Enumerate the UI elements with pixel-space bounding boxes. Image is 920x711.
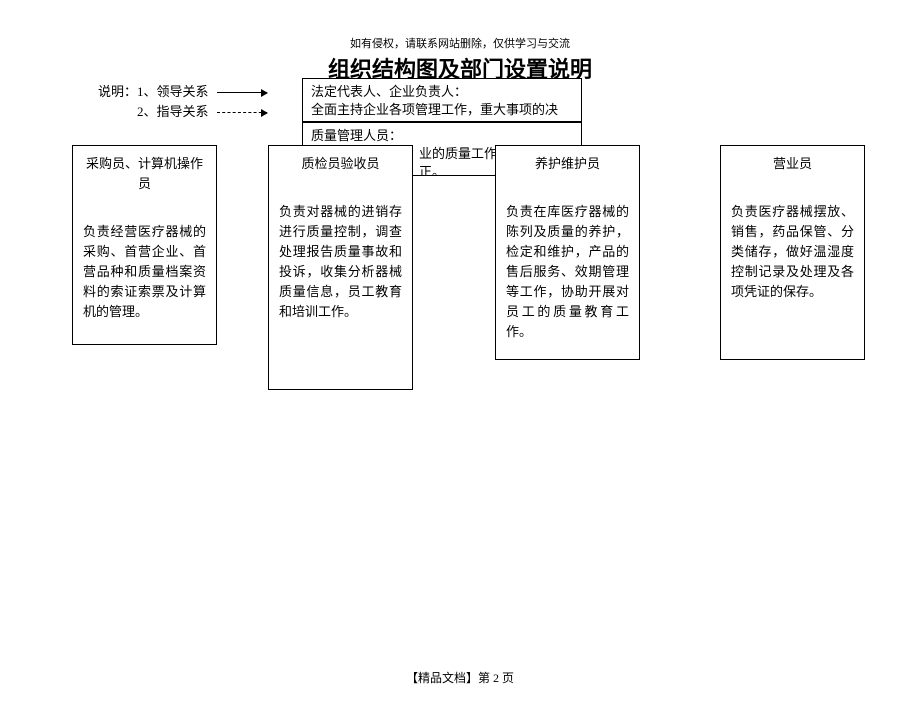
page-footer: 【精品文档】第 2 页 bbox=[0, 669, 920, 686]
footer-label: 【精品文档】第 bbox=[406, 671, 490, 685]
role-title-3: 养护维护员 bbox=[506, 154, 629, 174]
role-box-inspector: 质检员验收员 负责对器械的进销存进行质量控制，调查处理报告质量事故和投诉，收集分… bbox=[268, 145, 413, 390]
quality-line1: 质量管理人员： bbox=[311, 127, 573, 145]
role-box-maintenance: 养护维护员 负责在库医疗器械的陈列及质量的养护，检定和维护，产品的售后服务、效期… bbox=[495, 145, 640, 360]
role-box-sales: 营业员 负责医疗器械摆放、销售，药品保管、分类储存，做好温湿度控制记录及处理及各… bbox=[720, 145, 865, 360]
solid-arrow-icon bbox=[217, 92, 267, 93]
header-disclaimer: 如有侵权，请联系网站删除，仅供学习与交流 bbox=[0, 35, 920, 51]
legal-line2: 全面主持企业各项管理工作，重大事项的决 bbox=[311, 101, 573, 119]
role-desc-4: 负责医疗器械摆放、销售，药品保管、分类储存，做好温湿度控制记录及处理及各项凭证的… bbox=[731, 202, 854, 302]
legend-row-1: 说明： 1、领导关系 bbox=[98, 82, 267, 102]
role-box-purchaser: 采购员、计算机操作员 负责经营医疗器械的采购、首营企业、首营品种和质量档案资料的… bbox=[72, 145, 217, 345]
role-desc-2: 负责对器械的进销存进行质量控制，调查处理报告质量事故和投诉，收集分析器械质量信息… bbox=[279, 202, 402, 322]
role-title-1: 采购员、计算机操作员 bbox=[83, 154, 206, 194]
dashed-arrow-icon bbox=[217, 112, 267, 113]
arrow-head-icon bbox=[261, 109, 268, 117]
legend-block: 说明： 1、领导关系 2、指导关系 bbox=[98, 82, 267, 122]
legal-rep-box: 法定代表人、企业负责人： 全面主持企业各项管理工作，重大事项的决 bbox=[302, 78, 582, 122]
role-title-4: 营业员 bbox=[731, 154, 854, 174]
legend-row-2: 2、指导关系 bbox=[98, 102, 267, 122]
role-desc-1: 负责经营医疗器械的采购、首营企业、首营品种和质量档案资料的索证索票及计算机的管理… bbox=[83, 222, 206, 322]
footer-page-num: 2 bbox=[493, 671, 499, 685]
footer-suffix: 页 bbox=[502, 671, 514, 685]
legal-line1: 法定代表人、企业负责人： bbox=[311, 83, 573, 101]
role-title-2: 质检员验收员 bbox=[279, 154, 402, 174]
legend-item-1: 1、领导关系 bbox=[137, 82, 209, 102]
legend-item-2: 2、指导关系 bbox=[137, 102, 209, 122]
role-desc-3: 负责在库医疗器械的陈列及质量的养护，检定和维护，产品的售后服务、效期管理等工作，… bbox=[506, 202, 629, 342]
legend-prefix: 说明： bbox=[98, 82, 137, 102]
arrow-head-icon bbox=[261, 89, 268, 97]
